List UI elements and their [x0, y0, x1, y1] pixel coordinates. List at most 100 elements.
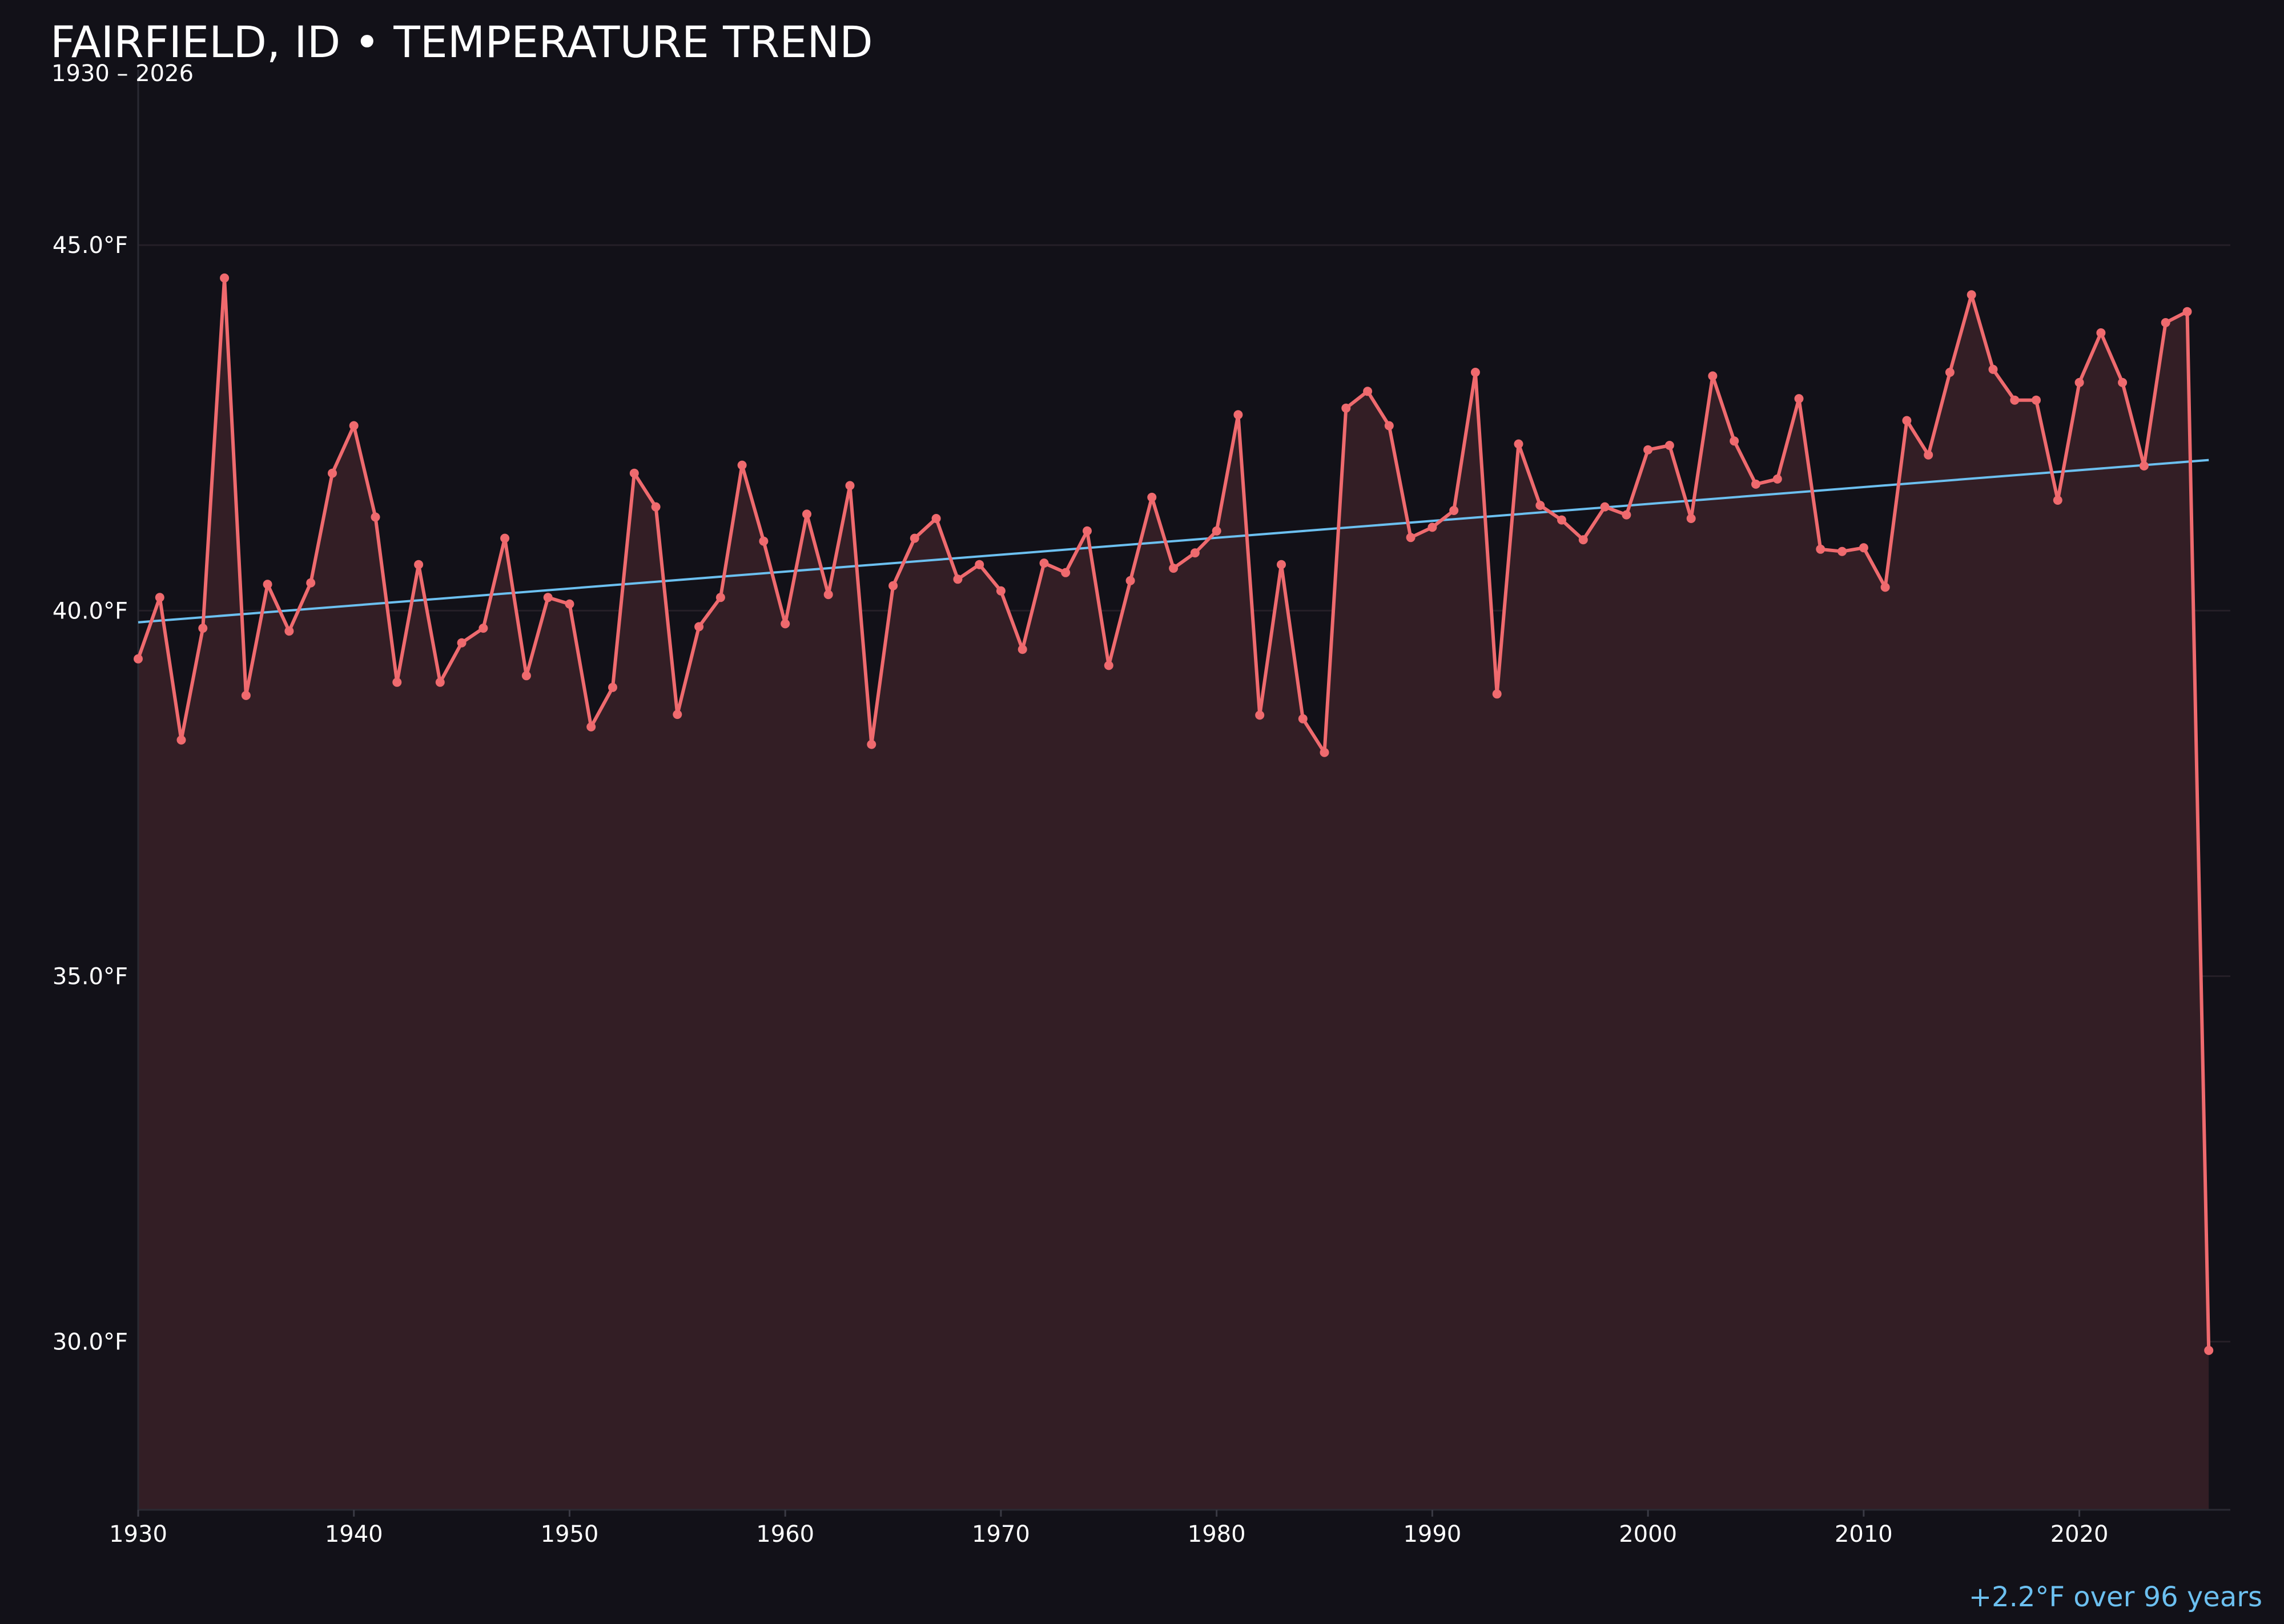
- x-tick-label-1940: 1940: [325, 1521, 383, 1547]
- x-tick-label-1980: 1980: [1188, 1521, 1246, 1547]
- data-point-1945: [457, 638, 467, 648]
- data-point-1954: [651, 502, 661, 512]
- data-point-1977: [1147, 492, 1157, 502]
- data-point-1995: [1535, 501, 1545, 510]
- data-point-1967: [931, 514, 941, 523]
- data-point-1998: [1600, 502, 1610, 512]
- chart-title: FAIRFIELD, ID • TEMPERATURE TREND: [50, 17, 873, 67]
- data-point-1990: [1427, 522, 1437, 532]
- data-point-1956: [694, 622, 704, 632]
- data-point-1991: [1449, 506, 1459, 515]
- data-point-2012: [1902, 416, 1912, 425]
- data-point-1938: [306, 578, 316, 588]
- data-points: [134, 273, 2214, 1355]
- data-point-2019: [2053, 496, 2062, 505]
- data-point-1946: [478, 624, 488, 633]
- data-point-2010: [1859, 543, 1868, 553]
- data-point-1964: [867, 739, 876, 749]
- data-point-1983: [1277, 560, 1286, 569]
- x-tick-label-1990: 1990: [1403, 1521, 1461, 1547]
- data-point-1968: [953, 574, 963, 584]
- data-point-2022: [2118, 377, 2128, 387]
- data-point-1976: [1125, 576, 1135, 585]
- temperature-area-fill: [138, 278, 2209, 1510]
- data-point-1999: [1622, 510, 1631, 520]
- data-point-2000: [1643, 445, 1653, 455]
- data-point-1942: [392, 677, 402, 687]
- data-point-1939: [328, 468, 337, 478]
- data-point-1941: [371, 512, 380, 522]
- data-point-1974: [1083, 526, 1092, 536]
- data-point-2014: [1945, 368, 1955, 377]
- data-point-1989: [1406, 533, 1416, 542]
- x-axis-ticks: 1930 1940 1950 1960 1970 1980 1990 2000 2010 2020: [109, 1510, 2108, 1547]
- data-point-1980: [1212, 526, 1221, 536]
- data-point-1965: [888, 581, 898, 590]
- x-tick-label-1970: 1970: [972, 1521, 1030, 1547]
- y-axis-ticks: 30.0°F 35.0°F 40.0°F 45.0°F: [53, 232, 128, 1355]
- data-point-1932: [176, 735, 186, 745]
- chart-subtitle: 1930 – 2026: [51, 61, 194, 87]
- data-point-1935: [241, 690, 251, 700]
- data-point-1984: [1298, 714, 1308, 723]
- data-point-1959: [759, 536, 769, 546]
- data-point-1955: [673, 710, 682, 719]
- data-point-2026: [2204, 1345, 2214, 1355]
- data-point-1940: [349, 421, 359, 431]
- data-point-2008: [1816, 544, 1825, 554]
- data-point-2006: [1772, 474, 1782, 484]
- data-point-1957: [715, 593, 725, 602]
- data-point-1993: [1492, 689, 1502, 699]
- data-point-2005: [1751, 479, 1760, 489]
- data-point-2001: [1664, 441, 1674, 450]
- trend-annotation: +2.2°F over 96 years: [1969, 1581, 2262, 1613]
- data-point-1962: [823, 590, 833, 600]
- y-tick-label-0: 30.0°F: [53, 1329, 128, 1356]
- data-point-1969: [975, 560, 984, 569]
- data-point-1986: [1341, 403, 1351, 413]
- data-point-1970: [996, 586, 1006, 596]
- data-point-1960: [781, 619, 790, 629]
- data-point-2013: [1924, 450, 1933, 460]
- data-point-1997: [1578, 535, 1588, 545]
- x-tick-label-2010: 2010: [1835, 1521, 1893, 1547]
- data-point-1975: [1104, 661, 1113, 670]
- data-point-1936: [263, 580, 272, 589]
- data-point-1948: [521, 671, 531, 681]
- data-point-1961: [802, 509, 811, 519]
- data-point-1971: [1018, 645, 1027, 654]
- data-point-2024: [2161, 318, 2170, 327]
- data-point-1988: [1384, 421, 1394, 431]
- x-tick-label-1960: 1960: [756, 1521, 814, 1547]
- data-point-1930: [134, 654, 143, 664]
- data-point-1947: [500, 533, 510, 543]
- x-tick-label-1950: 1950: [541, 1521, 599, 1547]
- data-point-1944: [435, 677, 445, 687]
- data-point-1933: [198, 624, 208, 633]
- data-point-2007: [1794, 394, 1804, 404]
- data-point-1985: [1320, 747, 1329, 757]
- data-point-2009: [1837, 546, 1847, 556]
- data-point-1934: [220, 273, 230, 283]
- y-tick-label-2: 40.0°F: [53, 598, 128, 624]
- y-tick-label-3: 45.0°F: [53, 232, 128, 259]
- data-point-1952: [608, 682, 617, 692]
- data-point-1981: [1233, 410, 1243, 420]
- data-point-2002: [1686, 514, 1696, 523]
- data-point-1937: [284, 626, 294, 636]
- data-point-2017: [2010, 395, 2020, 405]
- data-point-1973: [1061, 568, 1071, 577]
- data-point-2004: [1730, 436, 1739, 446]
- data-point-2011: [1880, 582, 1890, 592]
- y-tick-label-1: 35.0°F: [53, 963, 128, 990]
- data-point-1979: [1190, 548, 1200, 558]
- data-point-1958: [737, 460, 747, 470]
- data-point-1966: [910, 533, 919, 543]
- data-point-2025: [2182, 307, 2192, 316]
- data-point-2023: [2139, 461, 2149, 471]
- data-point-1931: [155, 593, 164, 602]
- data-point-1996: [1557, 515, 1566, 525]
- data-point-2021: [2096, 328, 2106, 337]
- data-point-2003: [1708, 371, 1718, 381]
